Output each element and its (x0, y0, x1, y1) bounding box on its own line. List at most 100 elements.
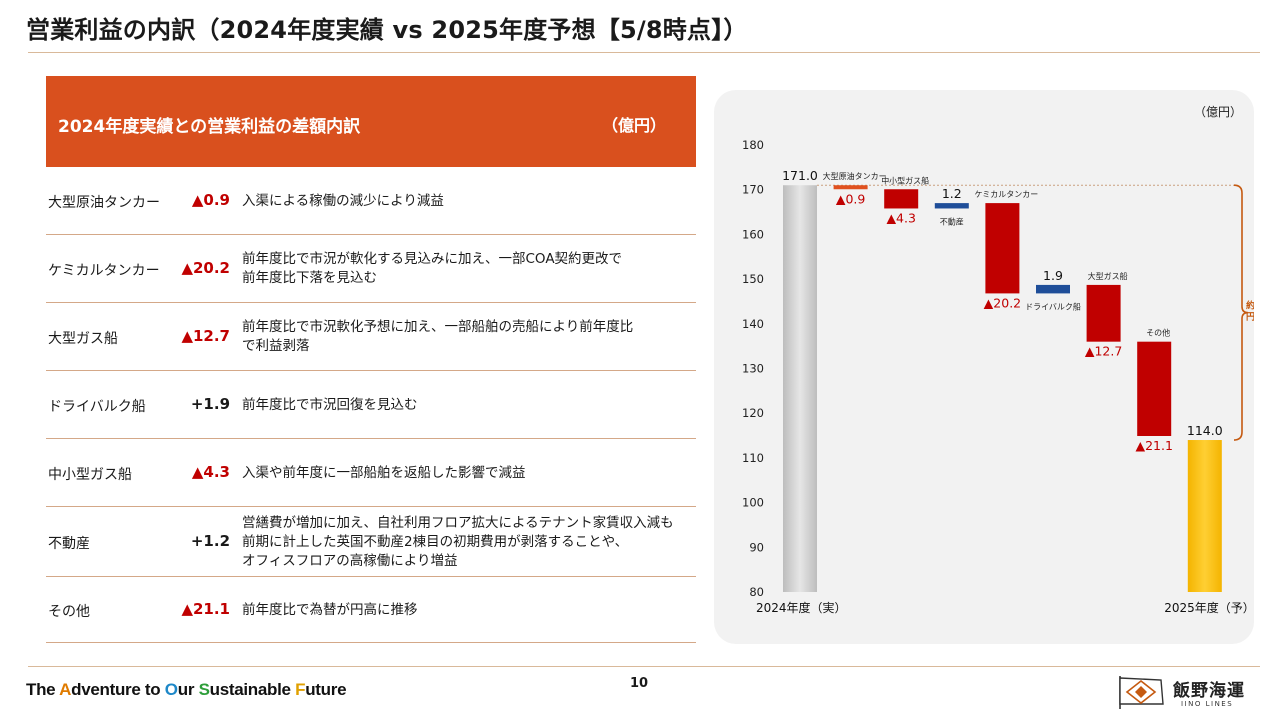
row-description-line: 前年度比で市況が軟化する見込みに加え、一部COA契約更改で (242, 251, 623, 267)
waterfall-chart: （億円） 80 90 100 110 120 130 140 150 160 170 180 171.0… (742, 105, 1254, 615)
y-tick-label: 160 (742, 227, 764, 241)
tagline-part: ur (177, 680, 199, 699)
y-tick-label: 90 (749, 540, 764, 554)
delta-bar (985, 203, 1020, 294)
row-description-line: 前年度比下落を見込む (242, 270, 377, 286)
reduction-annotation: 約57億 (1246, 300, 1254, 312)
tagline-part: S (198, 680, 210, 699)
logo-name: 飯野海運 (1173, 681, 1245, 701)
row-category: ドライバルク船 (48, 399, 146, 415)
bar-value-label: ▲21.1 (1135, 438, 1172, 453)
tagline-part: F (295, 680, 306, 699)
row-description-line: オフィスフロアの高稼働により増益 (242, 552, 458, 569)
x-category-label: 中小型ガス船 (881, 175, 929, 185)
delta-bar (1137, 341, 1172, 436)
table-row: 大型ガス船 ▲12.7 前年度比で市況軟化予想に加え、一部船舶の売船により前年度比で… (46, 303, 696, 371)
y-tick-label: 120 (742, 406, 764, 420)
row-value: +1.9 (190, 395, 230, 413)
bar-value-label: ▲0.9 (836, 191, 866, 206)
y-tick-label: 130 (742, 362, 764, 376)
x-category-label: 大型ガス船 (1088, 271, 1128, 281)
row-description: 前年度比で市況回復を見込む (242, 396, 418, 415)
row-description-line: 営繕費が増加に加え、自社利用フロア拡大によるテナント家賃収入減も (242, 514, 674, 531)
tagline-part: O (164, 680, 178, 699)
x-category-label: ドライバルク船 (1025, 301, 1081, 311)
y-tick-label: 180 (742, 138, 764, 152)
breakdown-panel-title: 2024年度実績との営業利益の差額内訳 (58, 117, 361, 137)
bar-value-label: ▲20.2 (984, 295, 1021, 310)
y-tick-label: 140 (742, 317, 764, 331)
breakdown-panel-header: 2024年度実績との営業利益の差額内訳 （億円） (46, 76, 696, 167)
breakdown-panel-unit: （億円） (601, 116, 666, 135)
delta-bar (884, 189, 919, 209)
logo-subtitle: IINO LINES (1181, 700, 1234, 708)
tagline-part: A (59, 680, 72, 699)
table-row: その他 ▲21.1 前年度比で為替が円高に推移 (46, 577, 696, 643)
row-description-line: 入渠による稼働の減少により減益 (242, 192, 444, 209)
table-row: ドライバルク船 +1.9 前年度比で市況回復を見込む (46, 371, 696, 439)
delta-bar (934, 203, 969, 209)
tagline-part: ustainable (209, 680, 296, 699)
delta-bar (833, 185, 868, 190)
row-value: ▲20.2 (181, 259, 230, 277)
footer-tagline: The Adventure to Our Sustainable Future (26, 680, 347, 700)
footer-divider (28, 666, 1260, 667)
row-category: ケミカルタンカー (48, 263, 160, 279)
row-description-line: 入渠や前年度に一部船舶を返船した影響で減益 (242, 464, 526, 481)
x-category-label: 2024年度（実） (756, 600, 847, 615)
delta-bar (1086, 284, 1121, 342)
row-category: 大型ガス船 (48, 331, 118, 347)
title-divider (28, 52, 1260, 53)
row-description: 入渠や前年度に一部船舶を返船した影響で減益 (242, 464, 526, 483)
reduction-annotation: 円減 (1246, 311, 1254, 323)
bar-value-label: ▲4.3 (886, 210, 916, 225)
tagline-part: dventure to (71, 680, 165, 699)
bar-value-label: ▲12.7 (1085, 344, 1122, 359)
y-tick-label: 150 (742, 272, 764, 286)
delta-bar (1036, 284, 1070, 294)
page-number: 10 (630, 676, 649, 691)
row-category: 不動産 (48, 536, 90, 552)
row-category: 大型原油タンカー (48, 195, 160, 211)
row-description-line: 前年度比で市況軟化予想に加え、一部船舶の売船により前年度比 (242, 319, 634, 335)
row-description: 営繕費が増加に加え、自社利用フロア拡大によるテナント家賃収入減も 前期に計上した英… (242, 514, 674, 571)
flag-logo-icon (1119, 676, 1164, 709)
row-description: 前年度比で市況軟化予想に加え、一部船舶の売船により前年度比 で利益剥落 (242, 318, 633, 356)
reduction-brace (1233, 184, 1249, 441)
total-bar (783, 185, 817, 592)
chart-unit-label: （億円） (1194, 105, 1242, 119)
x-category-label: ケミカルタンカー (975, 190, 1039, 199)
x-category-label: 2025年度（予） (1164, 600, 1254, 615)
row-description: 前年度比で為替が円高に推移 (242, 601, 418, 620)
y-tick-label: 110 (742, 451, 764, 465)
table-row: ケミカルタンカー ▲20.2 前年度比で市況が軟化する見込みに加え、一部COA契約更… (46, 235, 696, 303)
table-row: 中小型ガス船 ▲4.3 入渠や前年度に一部船舶を返船した影響で減益 (46, 439, 696, 507)
row-category: その他 (48, 604, 90, 620)
table-row: 不動産 +1.2 営繕費が増加に加え、自社利用フロア拡大によるテナント家賃収入減も前… (46, 507, 696, 577)
row-value: +1.2 (190, 532, 230, 550)
bar-value-label: 1.2 (942, 186, 962, 201)
row-description-line: 前年度比で市況回復を見込む (242, 396, 418, 413)
row-description: 前年度比で市況が軟化する見込みに加え、一部COA契約更改で 前年度比下落を見込む (242, 250, 622, 288)
breakdown-table: 大型原油タンカー ▲0.9 入渠による稼働の減少により減益ケミカルタンカー ▲20.2… (46, 167, 696, 643)
row-description: 入渠による稼働の減少により減益 (242, 192, 444, 211)
row-category: 中小型ガス船 (48, 467, 132, 483)
x-category-label: その他 (1146, 328, 1170, 338)
y-tick-label: 170 (742, 183, 764, 197)
x-category-label: 不動産 (940, 216, 964, 226)
bar-value-label: 171.0 (782, 168, 818, 183)
x-category-label: 大型原油タンカー (823, 171, 887, 181)
row-value: ▲0.9 (191, 191, 230, 209)
bar-value-label: 114.0 (1187, 423, 1223, 438)
bar-value-label: 1.9 (1043, 268, 1063, 283)
company-logo: 飯野海運 IINO LINES (1117, 672, 1267, 716)
page-title: 営業利益の内訳（2024年度実績 vs 2025年度予想【5/8時点】） (26, 16, 748, 44)
total-bar (1187, 440, 1222, 592)
row-value: ▲21.1 (181, 600, 230, 618)
y-tick-label: 100 (742, 496, 764, 510)
tagline-part: uture (305, 680, 347, 699)
row-description-line: 前期に計上した英国不動産2棟目の初期費用が剥落することや、 (242, 533, 629, 550)
y-tick-label: 80 (749, 585, 764, 599)
row-value: ▲12.7 (181, 327, 230, 345)
row-value: ▲4.3 (191, 463, 230, 481)
